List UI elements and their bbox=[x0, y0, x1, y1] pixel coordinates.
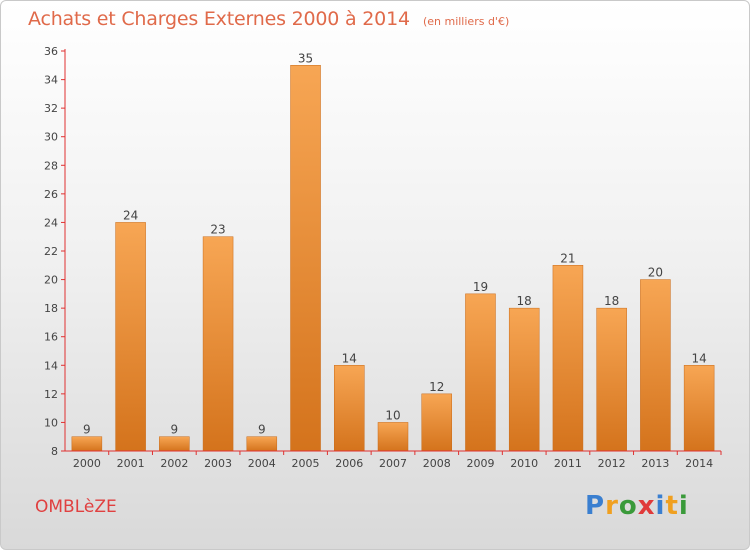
bar bbox=[115, 222, 146, 452]
logo-letter: o bbox=[618, 491, 638, 521]
bar bbox=[290, 65, 321, 452]
data-label: 9 bbox=[258, 423, 266, 437]
y-tick-label: 28 bbox=[44, 159, 58, 172]
y-tick-label: 14 bbox=[44, 359, 58, 372]
x-tick-label: 2011 bbox=[554, 457, 582, 470]
data-label: 12 bbox=[429, 380, 444, 394]
bar bbox=[683, 365, 715, 452]
y-tick-label: 34 bbox=[44, 74, 58, 87]
data-label: 21 bbox=[560, 251, 575, 265]
chart-title: Achats et Charges Externes 2000 à 2014 bbox=[28, 8, 410, 30]
logo-letter: P bbox=[585, 491, 606, 521]
y-tick-label: 12 bbox=[44, 388, 58, 401]
bar bbox=[246, 436, 278, 452]
data-label: 10 bbox=[385, 408, 400, 422]
data-label: 35 bbox=[298, 51, 313, 65]
x-tick-label: 2000 bbox=[73, 457, 101, 470]
y-tick-label: 30 bbox=[44, 131, 58, 144]
bar bbox=[377, 422, 409, 452]
y-tick-label: 16 bbox=[44, 331, 58, 344]
bar bbox=[640, 279, 671, 452]
data-label: 20 bbox=[648, 266, 663, 280]
chart-subtitle: (en milliers d'€) bbox=[422, 15, 510, 28]
data-label: 19 bbox=[473, 280, 488, 294]
chart-title-block: Achats et Charges Externes 2000 à 2014 (… bbox=[28, 8, 509, 30]
x-axis: 2000 2001 2002 2003 2004 2005 2006 2007 2008 2009… bbox=[65, 450, 722, 470]
data-label: 14 bbox=[342, 351, 357, 365]
x-tick-label: 2005 bbox=[292, 457, 320, 470]
y-tick-label: 10 bbox=[44, 416, 58, 429]
data-label: 24 bbox=[123, 208, 138, 222]
x-tick-label: 2010 bbox=[510, 457, 538, 470]
x-tick-label: 2009 bbox=[466, 457, 494, 470]
bar bbox=[508, 307, 540, 452]
bar bbox=[202, 236, 234, 452]
data-label: 18 bbox=[604, 294, 619, 308]
commune-name: OMBLèZE bbox=[35, 497, 117, 517]
bar bbox=[71, 436, 103, 452]
logo-letter: t bbox=[665, 491, 679, 521]
y-tick-label: 20 bbox=[44, 274, 58, 287]
bar bbox=[159, 436, 190, 452]
x-tick-label: 2003 bbox=[204, 457, 232, 470]
bar bbox=[334, 365, 365, 452]
x-tick-label: 2007 bbox=[379, 457, 407, 470]
x-tick-label: 2004 bbox=[248, 457, 276, 470]
y-tick-label: 8 bbox=[51, 445, 58, 458]
y-axis: 8 10 12 14 16 18 20 22 24 26 28 30 32 34 36 bbox=[44, 45, 66, 458]
x-tick-label: 2006 bbox=[335, 457, 363, 470]
x-tick-label: 2012 bbox=[598, 457, 626, 470]
bar bbox=[552, 265, 584, 452]
x-tick-label: 2013 bbox=[641, 457, 669, 470]
y-tick-label: 26 bbox=[44, 188, 58, 201]
x-tick-label: 2002 bbox=[160, 457, 188, 470]
bars: 9 24 9 23 9 35 14 10 12 19 18 21 18 20 14 bbox=[71, 51, 715, 452]
y-tick-label: 18 bbox=[44, 302, 58, 315]
logo-letter: r bbox=[605, 491, 619, 521]
y-tick-label: 22 bbox=[44, 245, 58, 258]
logo-letter: i bbox=[678, 491, 689, 521]
x-tick-label: 2008 bbox=[423, 457, 451, 470]
bar bbox=[465, 293, 496, 452]
y-tick-label: 24 bbox=[44, 216, 58, 229]
data-label: 23 bbox=[210, 223, 225, 237]
proxiti-logo[interactable]: Proxiti bbox=[585, 491, 689, 521]
logo-letter: x bbox=[637, 491, 656, 521]
bar bbox=[596, 307, 627, 452]
y-tick-label: 32 bbox=[44, 102, 58, 115]
data-label: 14 bbox=[691, 351, 706, 365]
logo-letter: i bbox=[655, 491, 666, 521]
bar bbox=[421, 393, 452, 452]
data-label: 18 bbox=[517, 294, 532, 308]
x-tick-label: 2001 bbox=[117, 457, 145, 470]
data-label: 9 bbox=[83, 423, 91, 437]
data-label: 9 bbox=[171, 423, 179, 437]
x-tick-label: 2014 bbox=[685, 457, 713, 470]
y-tick-label: 36 bbox=[44, 45, 58, 58]
